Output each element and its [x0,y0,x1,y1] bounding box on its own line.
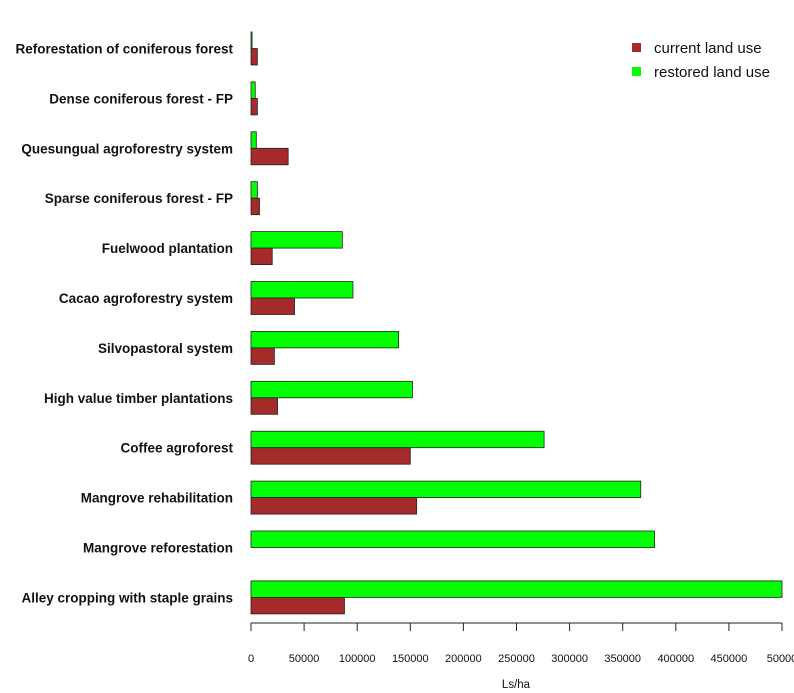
category-label: Alley cropping with staple grains [21,590,233,605]
x-tick-label: 150000 [392,653,429,665]
category-label: Dense coniferous forest - FP [49,91,233,106]
bar-current-land-use [250,397,278,415]
bar-restored-land-use [250,81,256,99]
legend: current land use restored land use [632,40,770,81]
bar-current-land-use [250,597,345,615]
category-label: Sparse coniferous forest - FP [45,191,233,206]
category-label: Silvopastoral system [98,341,233,356]
x-tick-label: 50000 [289,653,320,665]
x-tick-label: 50000 [767,653,794,665]
bar-current-land-use [250,48,258,66]
category-label: Quesungual agroforestry system [21,141,233,156]
legend-label: current land use [654,40,762,57]
x-tick-label: 200000 [445,653,482,665]
bar-restored-land-use [250,430,545,449]
x-tick-label: 350000 [604,653,641,665]
category-label: High value timber plantations [44,391,233,406]
bar-current-land-use [250,98,258,116]
bar-restored-land-use [250,580,783,598]
bar-restored-land-use [250,330,400,349]
bar-restored-land-use [250,181,258,199]
bar-restored-land-use [250,530,655,548]
bar-current-land-use [250,447,411,465]
x-axis-title: Ls/ha [502,679,531,691]
category-label: Mangrove rehabilitation [81,491,233,506]
bar-current-land-use [250,497,418,515]
bar-restored-land-use [250,281,354,299]
bar-restored-land-use [250,231,343,249]
category-label: Mangrove reforestation [83,541,233,556]
bar-restored-land-use [250,380,413,399]
bar-restored-land-use [250,131,257,149]
category-label: Coffee agroforest [120,441,233,456]
bar-restored-land-use [250,480,642,499]
x-tick-label: 100000 [339,653,376,665]
bar-current-land-use [250,197,260,216]
bar-current-land-use [250,147,289,166]
category-label: Cacao agroforestry system [59,291,233,306]
bar-current-land-use [250,347,275,365]
category-label: Reforestation of coniferous forest [15,42,233,57]
bar-current-land-use [250,297,295,315]
legend-label: restored land use [654,64,770,81]
legend-swatch-current [632,43,641,52]
x-axis: 0 50000 100000 150000 200000 250000 300000 3500… [248,622,794,665]
category-label: Fuelwood plantation [102,241,233,256]
bar-current-land-use [250,247,273,266]
x-tick-label: 400000 [657,653,694,665]
x-tick-label: 0 [248,653,254,665]
legend-swatch-restored [632,67,641,76]
category-labels: Reforestation of coniferous forest Dense … [15,42,233,606]
bar-restored-land-use [250,31,253,49]
bars [250,31,783,615]
x-tick-label: 300000 [551,653,588,665]
x-tick-label: 450000 [711,653,748,665]
x-tick-label: 250000 [498,653,535,665]
